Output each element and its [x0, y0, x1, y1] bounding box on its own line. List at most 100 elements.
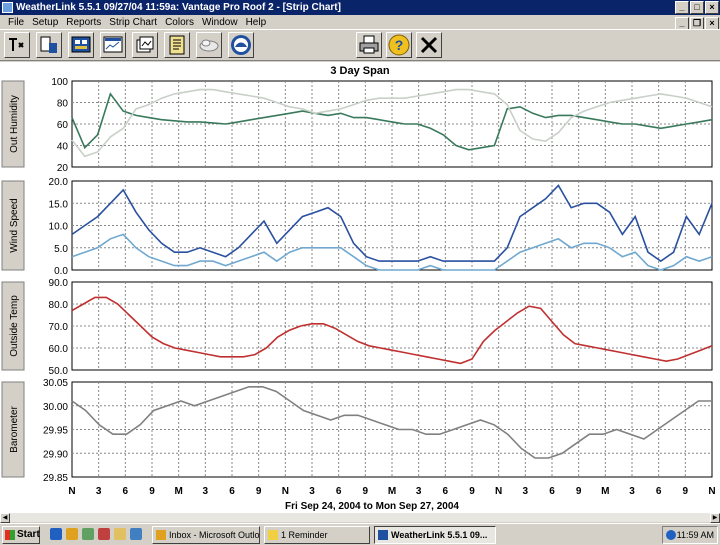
folder-icon[interactable]: [114, 528, 126, 540]
minimize-button[interactable]: _: [675, 1, 689, 14]
panel-3-ytick: 30.00: [43, 402, 68, 413]
print-icon: [359, 35, 379, 54]
summary-button[interactable]: [36, 32, 62, 58]
graph-icon: [136, 36, 154, 53]
menu-file[interactable]: File: [8, 16, 25, 28]
x-tick-label: N: [68, 486, 75, 497]
child-restore-button[interactable]: ❐: [690, 17, 704, 30]
panel-1-ytick: 15.0: [49, 199, 69, 210]
panel-0-series-1: [71, 88, 713, 158]
noaa-report-button[interactable]: [164, 32, 190, 58]
panel-1-ytick: 0.0: [54, 266, 68, 277]
app-icon: [2, 2, 13, 13]
x-tick-label: M: [174, 486, 182, 497]
horizontal-scrollbar[interactable]: ◀ ▶: [0, 512, 720, 523]
x-tick-label: 6: [549, 486, 555, 497]
panel-1-series-1: [71, 233, 713, 271]
panel-2-ytick: 70.0: [49, 322, 69, 333]
x-tick-label: N: [495, 486, 502, 497]
station-icon: [9, 38, 24, 51]
panel-1-ytick: 5.0: [54, 244, 68, 255]
x-tick-label: M: [601, 486, 609, 497]
graph-button[interactable]: [132, 32, 158, 58]
outlook-icon[interactable]: [130, 528, 142, 540]
x-tick-label: 9: [149, 486, 155, 497]
strip-chart-button[interactable]: [100, 32, 126, 58]
panel-0-ytick: 80: [57, 99, 69, 110]
x-tick-label: 3: [523, 486, 529, 497]
panel-0-ytick: 40: [57, 142, 69, 153]
x-tick-label: 3: [629, 486, 635, 497]
start-button[interactable]: Start: [2, 526, 40, 544]
windows-flag-icon: [5, 530, 15, 540]
system-tray: 11:59 AM: [662, 526, 718, 544]
panel-3-ytick: 29.90: [43, 449, 68, 460]
x-tick-label: 6: [229, 486, 235, 497]
ie-icon[interactable]: [50, 528, 62, 540]
strip-chart-area: 3 Day Span 100 80 60 40 20 Out Humidity 20.0 15.…: [0, 62, 720, 512]
x-tick-label: 9: [256, 486, 262, 497]
panel-0-ytick: 60: [57, 120, 69, 131]
panel-0-series-0: [71, 92, 713, 151]
summary-icon: [40, 36, 57, 53]
title-bar: WeatherLink 5.5.1 09/27/04 11:59a: Vanta…: [0, 0, 720, 15]
x-tick-label: 6: [336, 486, 342, 497]
x-tick-label: 3: [96, 486, 102, 497]
help-button[interactable]: ?: [386, 32, 412, 58]
window-close-button[interactable]: ×: [705, 1, 719, 14]
print-button[interactable]: [356, 32, 382, 58]
strip-chart: 3 Day Span 100 80 60 40 20 Out Humidity 20.0 15.…: [1, 65, 716, 512]
scroll-right-arrow-icon[interactable]: ▶: [710, 513, 720, 523]
panel-2-series-0: [71, 296, 713, 365]
taskbar: Start Inbox - Microsoft Outlook 1 Remind…: [0, 523, 720, 545]
panel-2-ytick: 80.0: [49, 300, 69, 311]
panel-0-label-button: [1, 80, 25, 168]
close-chart-button[interactable]: [416, 32, 442, 58]
x-tick-label: 3: [309, 486, 315, 497]
x-tick-label: 9: [576, 486, 582, 497]
clock: 11:59 AM: [676, 530, 714, 540]
strip-chart-icon: [103, 36, 123, 53]
menu-colors[interactable]: Colors: [165, 16, 194, 28]
x-tick-label: 6: [443, 486, 449, 497]
menu-window[interactable]: Window: [201, 16, 238, 28]
task-reminder[interactable]: 1 Reminder: [264, 526, 370, 544]
bulletin-icon: [71, 36, 91, 53]
menu-setup[interactable]: Setup: [32, 16, 59, 28]
outlook-express-icon[interactable]: [66, 528, 78, 540]
station-button[interactable]: [4, 32, 30, 58]
panel-1-ytick: 20.0: [49, 177, 69, 188]
panel-1-ytick: 10.0: [49, 222, 69, 233]
task-outlook[interactable]: Inbox - Microsoft Outlook: [152, 526, 260, 544]
noaa-report-icon: [169, 35, 185, 55]
desktop-icon[interactable]: [82, 528, 94, 540]
x-tick-label: 3: [203, 486, 209, 497]
maximize-button[interactable]: □: [690, 1, 704, 14]
x-tick-label: 9: [683, 486, 689, 497]
noaa-button[interactable]: [228, 32, 254, 58]
weatherlink-task-icon: [378, 530, 388, 540]
task-weatherlink[interactable]: WeatherLink 5.5.1 09...: [374, 526, 496, 544]
help-icon: ?: [388, 34, 410, 56]
toolbar: ?: [0, 29, 720, 61]
close-icon: [420, 36, 438, 54]
menu-help[interactable]: Help: [245, 16, 267, 28]
weather-cloud-icon: [199, 39, 219, 52]
menu-reports[interactable]: Reports: [66, 16, 102, 28]
panel-2-ytick: 60.0: [49, 344, 69, 355]
x-tick-label: N: [708, 486, 715, 497]
bulletin-button[interactable]: [68, 32, 94, 58]
menu-strip-chart[interactable]: Strip Chart: [109, 16, 158, 28]
media-icon[interactable]: [98, 528, 110, 540]
panel-2-ylabel: Outside Temp: [9, 295, 20, 357]
scroll-left-arrow-icon[interactable]: ◀: [0, 513, 10, 523]
weather-button[interactable]: [196, 32, 222, 58]
reminder-icon: [268, 530, 278, 540]
tray-icon[interactable]: [666, 530, 676, 540]
x-tick-label: 9: [469, 486, 475, 497]
panel-3-ytick: 29.85: [43, 473, 68, 484]
x-tick-label: N: [282, 486, 289, 497]
panel-3-ytick: 30.05: [43, 378, 68, 389]
date-range-label: Fri Sep 24, 2004 to Mon Sep 27, 2004: [285, 501, 459, 512]
panel-2-label-button: [1, 281, 25, 371]
